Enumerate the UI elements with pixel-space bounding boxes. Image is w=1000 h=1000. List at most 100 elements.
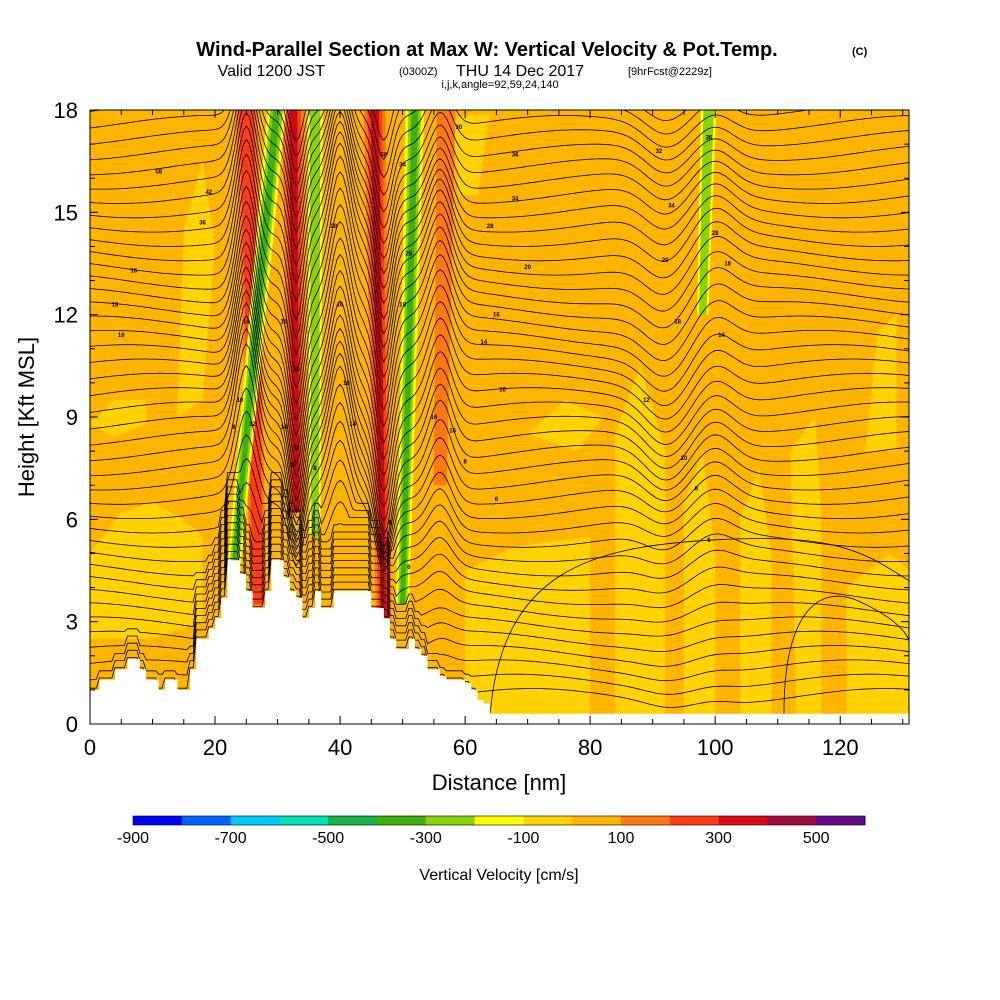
contour-label: 38 xyxy=(380,152,387,158)
contour-label: 6 xyxy=(226,500,230,506)
contour-label: 36 xyxy=(512,152,519,158)
contour-label: 34 xyxy=(512,197,519,203)
colorbar-title: Vertical Velocity [cm/s] xyxy=(419,867,578,884)
x-tick-label: 20 xyxy=(203,735,227,760)
contour-label: 20 xyxy=(524,265,531,271)
contour-label: 18 xyxy=(724,262,731,268)
contour-label: 16 xyxy=(118,333,125,339)
isentrope-line xyxy=(90,493,909,579)
downdraft-band-2 xyxy=(698,110,714,315)
isentrope-line xyxy=(90,153,909,340)
terrain-fill xyxy=(90,560,909,724)
colorbar-label: -700 xyxy=(215,830,247,847)
isentrope-line xyxy=(90,342,909,549)
isentrope-line xyxy=(90,228,909,422)
colorbar-label: -100 xyxy=(507,830,539,847)
contour-label: 12 xyxy=(249,422,256,428)
y-tick-label: 15 xyxy=(54,200,78,225)
contour-label: 8 xyxy=(695,487,699,493)
weak-downdraft-patch xyxy=(90,399,147,438)
contour-label: 6 xyxy=(495,497,499,503)
isentrope-line xyxy=(90,110,909,229)
contour-label: 42 xyxy=(205,190,212,196)
contour-label: 16 xyxy=(130,268,137,274)
contour-label: 10 xyxy=(237,398,244,404)
terrain xyxy=(90,560,909,724)
colorbar-label: -900 xyxy=(117,830,149,847)
weak-downdraft-patch xyxy=(465,536,591,714)
isentrope-line xyxy=(90,110,909,260)
colorbar-swatch xyxy=(816,816,866,825)
contour-label: 28 xyxy=(406,251,413,257)
colorbar-swatch xyxy=(572,816,622,825)
weak-downdraft-patch xyxy=(452,113,491,196)
updraft-band-3 xyxy=(370,110,387,622)
y-axis-title: Height [Kft MSL] xyxy=(14,337,39,497)
colorbar-label: -300 xyxy=(410,830,442,847)
contour-label: 18 xyxy=(399,302,406,308)
colorbar-swatch xyxy=(328,816,378,825)
isentrope-line xyxy=(90,110,909,245)
contour-labels: 58 42 36 16 18 16 14 16 18 28 16 16 10 8 12 14 12 10 8 6 14 3… xyxy=(112,125,732,571)
y-tick-label: 9 xyxy=(66,405,78,430)
colorbar-frame xyxy=(132,815,866,826)
isentrope-line xyxy=(90,434,909,572)
colorbar-swatch xyxy=(133,816,183,825)
contour-label: 16 xyxy=(337,302,344,308)
isentrope-line xyxy=(90,314,909,523)
contour-label: 16 xyxy=(343,381,350,387)
colorbar-swatch xyxy=(718,816,768,825)
x-axis-title: Distance [nm] xyxy=(432,770,567,795)
valid-time-label: Valid 1200 JST xyxy=(218,63,326,80)
contour-label: 10 xyxy=(290,463,297,469)
isentrope-line xyxy=(90,110,811,179)
colorbar-swatch xyxy=(377,816,427,825)
contour-label: 8 xyxy=(463,459,467,465)
isentrope-line xyxy=(90,254,909,451)
contour-label: 14 xyxy=(243,319,250,325)
contour-label: 8 xyxy=(232,425,236,431)
colorbar-swatch xyxy=(181,816,232,825)
isentrope-line xyxy=(90,479,909,559)
isentrope-line xyxy=(90,241,909,437)
isentrope-line xyxy=(90,169,909,356)
y-tick-label: 6 xyxy=(66,507,78,532)
contour-label: 18 xyxy=(674,319,681,325)
colorbar-swatch xyxy=(621,816,671,825)
isentrope-line xyxy=(90,110,909,275)
valid-time-utc: (0300Z) xyxy=(399,66,438,78)
colorbar-swatch xyxy=(279,816,329,825)
y-tick-label: 0 xyxy=(66,712,78,737)
y-tick-label: 3 xyxy=(66,610,78,635)
colorbar-swatch xyxy=(474,816,524,825)
isentrope-line xyxy=(90,289,909,493)
contour-label: 34 xyxy=(399,163,406,169)
contour-label: 10 xyxy=(681,456,688,462)
isentrope-line xyxy=(90,138,909,322)
contour-label: 32 xyxy=(656,149,663,155)
section-params-label: i,j,k,angle=92,59,24,140 xyxy=(441,79,558,91)
contour-label: 28 xyxy=(330,224,337,230)
isentrope-line xyxy=(90,200,909,390)
colorbar-swatch xyxy=(669,816,720,825)
colorbar-label: -500 xyxy=(312,830,344,847)
weak-downdraft-patch xyxy=(740,468,772,714)
isentrope-line xyxy=(90,387,909,561)
contour-label: 14 xyxy=(280,425,287,431)
downdraft-band-3 xyxy=(400,110,419,605)
contour-label: 16 xyxy=(493,313,500,319)
contour-label: 8 xyxy=(313,466,317,472)
contour-label: 6 xyxy=(407,565,411,571)
contour-label: 16 xyxy=(431,415,438,421)
valid-date-label: THU 14 Dec 2017 xyxy=(456,63,584,80)
isentrope-line xyxy=(90,185,909,373)
isentrope-line xyxy=(90,515,909,623)
isentrope-line xyxy=(90,266,909,465)
isentrope-line xyxy=(90,529,909,652)
contour-label: 12 xyxy=(643,398,650,404)
x-tick-label: 100 xyxy=(697,735,734,760)
isentrope-line xyxy=(90,500,909,594)
contour-label: 14 xyxy=(718,333,725,339)
isentrope-line xyxy=(90,302,909,508)
